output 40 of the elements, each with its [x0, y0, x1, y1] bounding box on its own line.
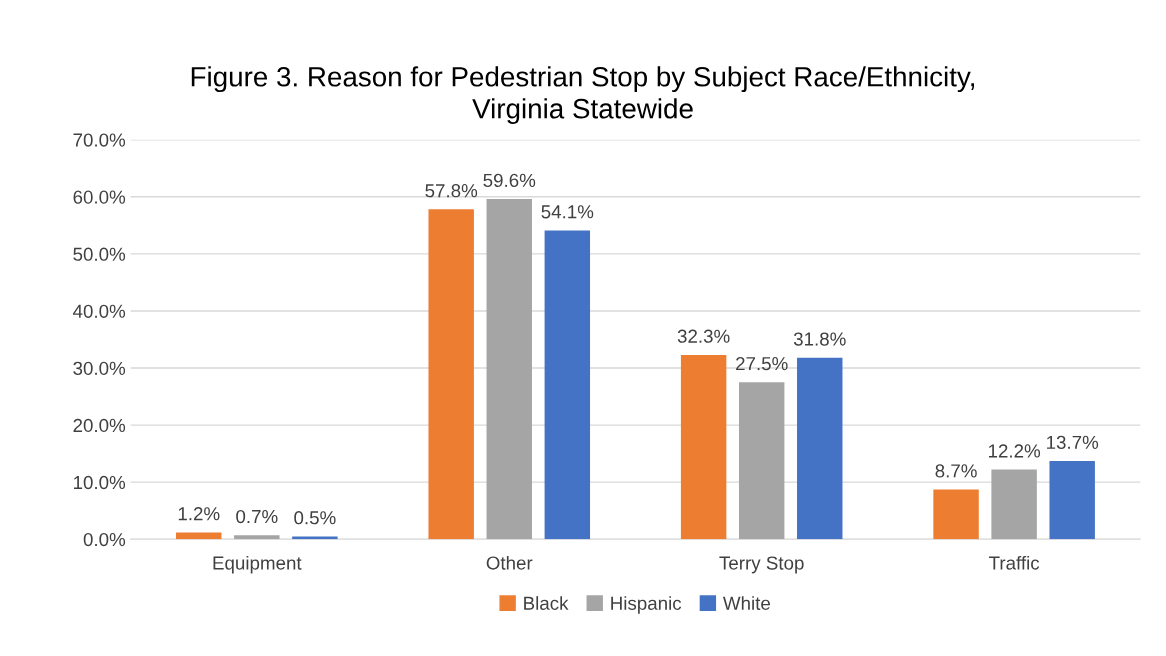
chart-title: Figure 3. Reason for Pedestrian Stop by Subject Race/Ethnicity, Virginia Statewide	[191, 66, 974, 125]
bar	[933, 489, 979, 540]
x-tick-label: Traffic	[989, 555, 1040, 570]
legend-label: Black	[524, 596, 569, 610]
x-tick-label: Equipment	[213, 555, 302, 574]
bar	[292, 536, 338, 540]
bar	[486, 199, 532, 540]
y-tick-label: 0.0%	[83, 532, 126, 547]
y-tick-label: 60.0%	[73, 190, 126, 204]
data-label: 0.5%	[294, 511, 336, 525]
bar	[1049, 461, 1095, 540]
bar	[428, 209, 474, 540]
data-label: 13.7%	[1047, 435, 1099, 449]
data-label: 54.1%	[541, 205, 594, 219]
bar	[176, 532, 222, 540]
y-tick-label: 10.0%	[74, 475, 126, 490]
x-tick-label: Other	[486, 555, 533, 570]
data-label: 12.2%	[988, 444, 1041, 458]
bar	[544, 230, 591, 540]
data-label: 0.7%	[236, 509, 278, 524]
data-label: 57.8%	[425, 184, 478, 198]
bar	[797, 357, 843, 540]
bar	[680, 354, 727, 540]
data-label: 8.7%	[935, 464, 977, 478]
data-label: 59.6%	[483, 173, 536, 188]
y-tick-label: 20.0%	[73, 418, 126, 433]
bar	[991, 469, 1037, 540]
data-label: 27.5%	[736, 356, 788, 371]
bar	[234, 535, 280, 540]
bar	[738, 382, 785, 540]
y-tick-label: 70.0%	[73, 133, 126, 147]
x-tick-label: Terry Stop	[719, 556, 804, 574]
y-tick-label: 30.0%	[73, 361, 126, 375]
data-label: 32.3%	[677, 329, 730, 343]
legend-label: White	[722, 596, 770, 610]
legend-label: Hispanic	[611, 596, 682, 614]
y-tick-label: 50.0%	[73, 247, 126, 261]
data-label: 1.2%	[178, 507, 220, 521]
data-label: 31.8%	[793, 332, 846, 346]
y-tick-label: 40.0%	[73, 304, 126, 318]
